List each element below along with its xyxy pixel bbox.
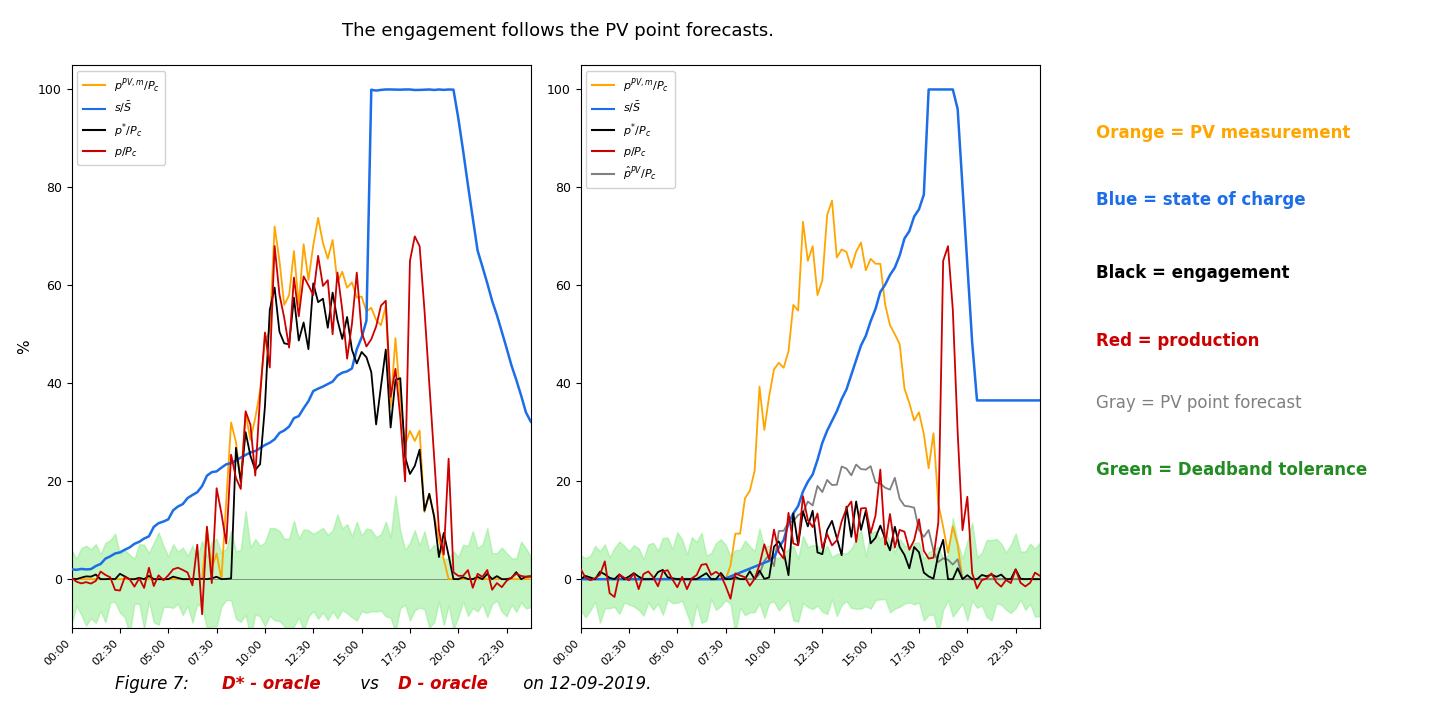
Text: Green = Deadband tolerance: Green = Deadband tolerance xyxy=(1097,461,1368,479)
Text: D* - oracle: D* - oracle xyxy=(222,675,321,693)
Text: Figure 7:: Figure 7: xyxy=(115,675,193,693)
Text: The engagement follows the PV point forecasts.: The engagement follows the PV point fore… xyxy=(342,22,775,40)
Text: Red = production: Red = production xyxy=(1097,332,1260,350)
Text: D - oracle: D - oracle xyxy=(398,675,488,693)
Text: Black = engagement: Black = engagement xyxy=(1097,264,1290,282)
Legend: $p^{PV,m}/P_c$, $s/\bar{S}$, $p^{*}/P_c$, $p/P_c$, $\hat{p}^{PV}/P_c$: $p^{PV,m}/P_c$, $s/\bar{S}$, $p^{*}/P_c$… xyxy=(586,71,674,188)
Text: on 12-09-2019.: on 12-09-2019. xyxy=(518,675,652,693)
Text: Gray = PV point forecast: Gray = PV point forecast xyxy=(1097,394,1302,412)
Y-axis label: %: % xyxy=(17,339,33,354)
Text: Orange = PV measurement: Orange = PV measurement xyxy=(1097,123,1350,142)
Text: vs: vs xyxy=(355,675,384,693)
Text: Blue = state of charge: Blue = state of charge xyxy=(1097,191,1306,209)
Legend: $p^{PV,m}/P_c$, $s/\bar{S}$, $p^{*}/P_c$, $p/P_c$: $p^{PV,m}/P_c$, $s/\bar{S}$, $p^{*}/P_c$… xyxy=(77,71,166,165)
